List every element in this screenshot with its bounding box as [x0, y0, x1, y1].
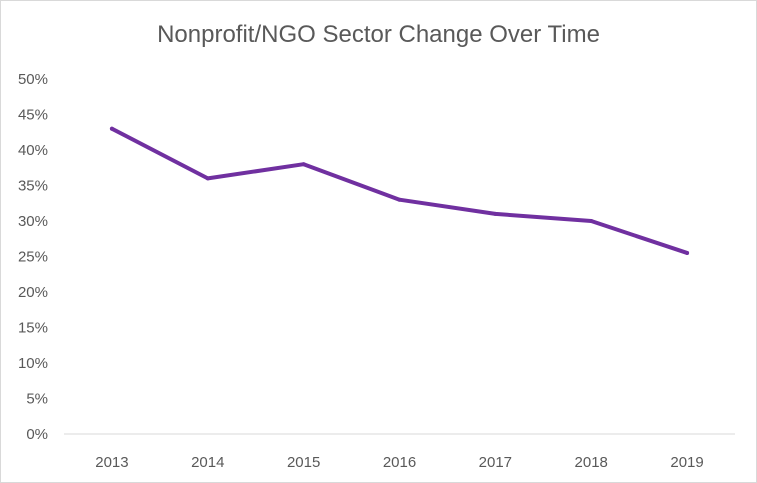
data-point	[205, 176, 210, 181]
y-tick-label: 45%	[18, 107, 48, 124]
x-tick-label: 2016	[383, 454, 416, 471]
data-point	[301, 162, 306, 167]
y-tick-label: 10%	[18, 355, 48, 372]
series-line	[109, 126, 690, 255]
y-tick-label: 15%	[18, 320, 48, 337]
x-tick-label: 2019	[670, 454, 703, 471]
x-tick-label: 2017	[479, 454, 512, 471]
x-tick-label: 2015	[287, 454, 320, 471]
y-tick-label: 0%	[26, 426, 48, 443]
data-point	[493, 211, 498, 216]
chart-title: Nonprofit/NGO Sector Change Over Time	[157, 21, 600, 48]
y-tick-label: 30%	[18, 213, 48, 230]
x-axis: 2013 2014 2015 2016 2017 2018 2019	[95, 454, 704, 471]
data-point	[397, 197, 402, 202]
x-tick-label: 2014	[191, 454, 224, 471]
series-group	[109, 126, 690, 255]
x-tick-label: 2013	[95, 454, 128, 471]
data-point	[685, 250, 690, 255]
x-tick-label: 2018	[575, 454, 608, 471]
data-point	[109, 126, 114, 131]
y-tick-label: 50%	[18, 71, 48, 88]
y-tick-label: 35%	[18, 178, 48, 195]
y-tick-label: 40%	[18, 142, 48, 159]
y-tick-label: 25%	[18, 249, 48, 266]
y-tick-label: 5%	[26, 391, 48, 408]
y-tick-label: 20%	[18, 284, 48, 301]
data-point	[589, 219, 594, 223]
y-axis: 0% 5% 10% 15% 20% 25% 30% 35% 40% 45% 50%	[18, 71, 48, 443]
